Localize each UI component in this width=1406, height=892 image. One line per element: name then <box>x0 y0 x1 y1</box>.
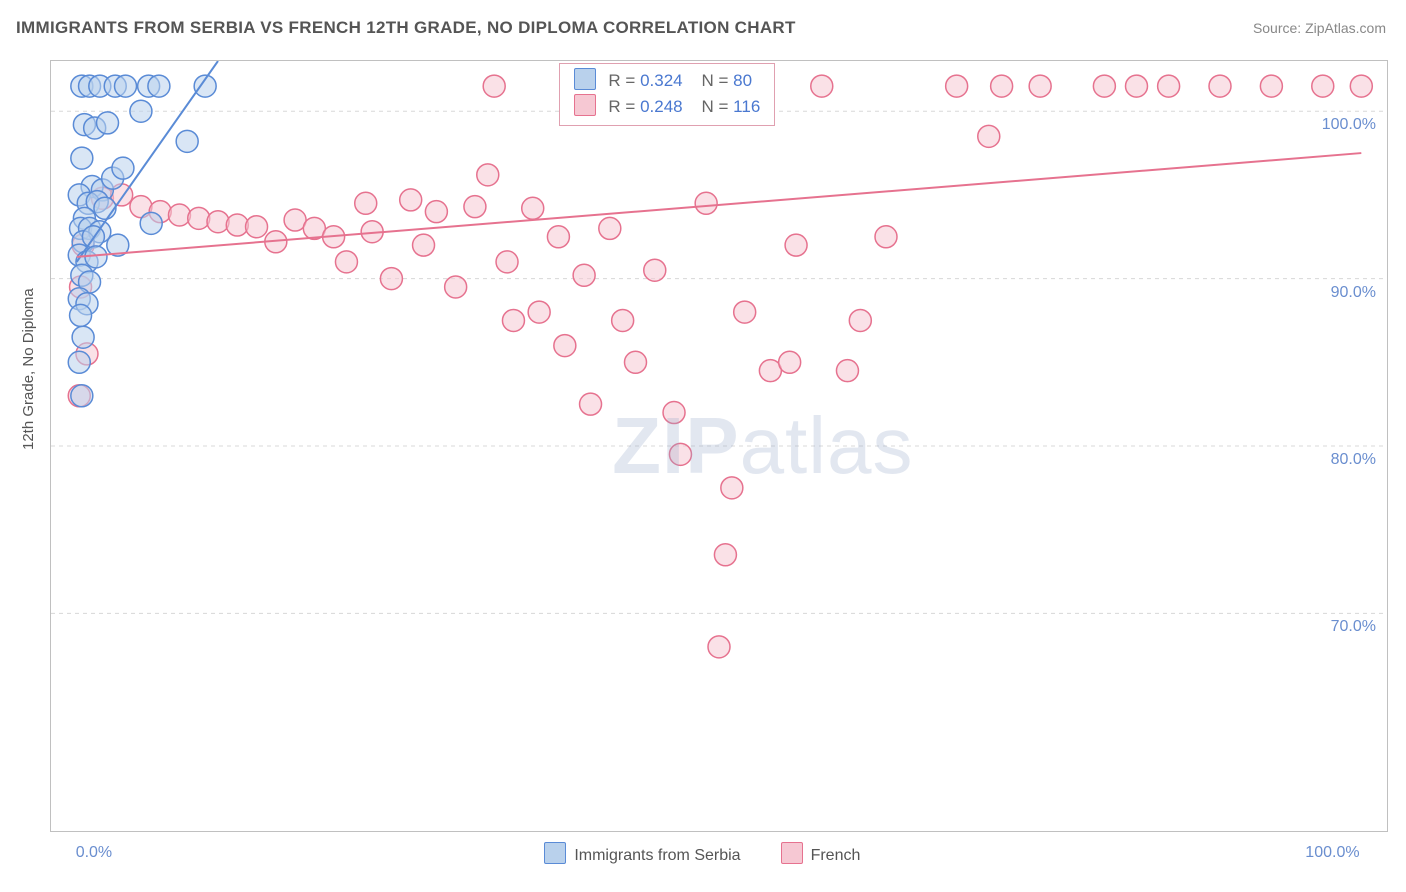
stats-n-label: N = <box>687 71 733 90</box>
legend-label-serbia: Immigrants from Serbia <box>574 847 740 864</box>
y-tick-label: 70.0% <box>1306 618 1376 636</box>
stats-french-n: 116 <box>733 97 760 116</box>
bottom-legend: Immigrants from Serbia French <box>544 842 900 865</box>
swatch-french <box>574 94 596 116</box>
source-attribution: Source: ZipAtlas.com <box>1253 20 1386 36</box>
legend-swatch-serbia <box>544 842 566 864</box>
swatch-serbia <box>574 68 596 90</box>
y-tick-label: 100.0% <box>1306 116 1376 134</box>
legend-item-french: French <box>781 842 861 865</box>
stats-row-serbia: R = 0.324 N = 80 <box>574 68 761 94</box>
y-tick-label: 90.0% <box>1306 284 1376 302</box>
plot-svg <box>51 61 1387 831</box>
legend-item-serbia: Immigrants from Serbia <box>544 842 740 865</box>
stats-serbia-r: 0.324 <box>640 71 683 90</box>
stats-r-label: R = <box>608 71 640 90</box>
x-tick-label: 0.0% <box>76 844 112 862</box>
legend-swatch-french <box>781 842 803 864</box>
stats-serbia-n: 80 <box>733 71 752 90</box>
stats-n-label2: N = <box>687 97 733 116</box>
stats-french-r: 0.248 <box>640 97 683 116</box>
chart-title: IMMIGRANTS FROM SERBIA VS FRENCH 12TH GR… <box>16 18 796 38</box>
chart-container: { "title": "IMMIGRANTS FROM SERBIA VS FR… <box>0 0 1406 892</box>
stats-r-label2: R = <box>608 97 640 116</box>
y-axis-label: 12th Grade, No Diploma <box>20 288 37 450</box>
stats-box: R = 0.324 N = 80 R = 0.248 N = 116 <box>559 63 776 126</box>
scatter-plot: ZIPatlas R = 0.324 N = 80 R = 0.248 N = … <box>50 60 1388 832</box>
x-tick-label: 100.0% <box>1305 844 1359 862</box>
y-tick-label: 80.0% <box>1306 451 1376 469</box>
legend-label-french: French <box>811 847 861 864</box>
stats-row-french: R = 0.248 N = 116 <box>574 94 761 120</box>
